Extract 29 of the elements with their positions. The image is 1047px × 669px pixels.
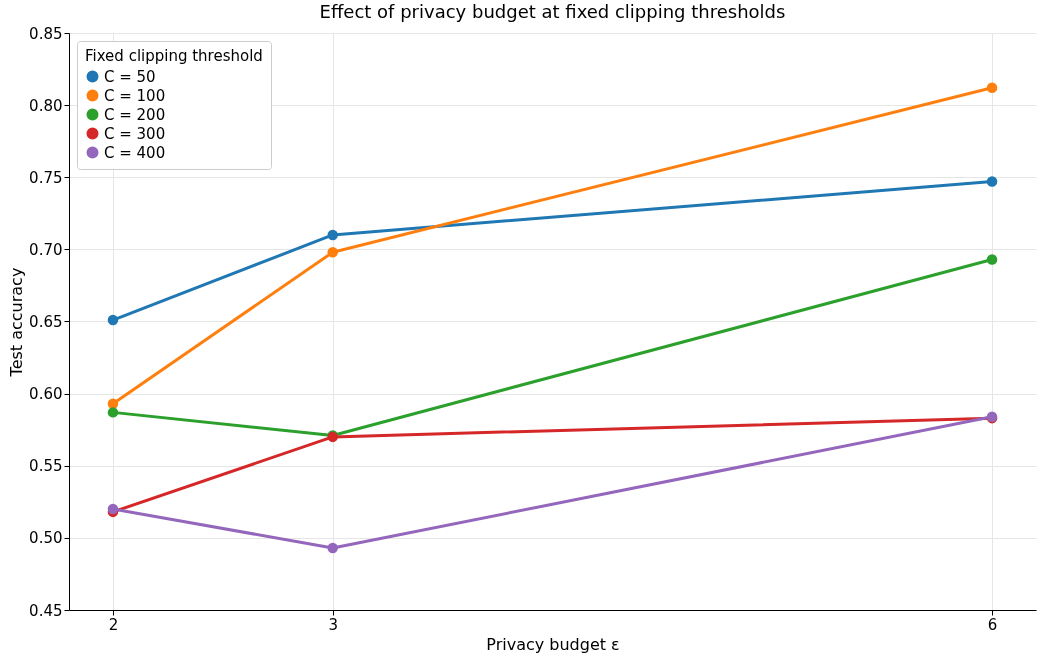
x-tick-label: 2: [108, 615, 119, 634]
y-tick-label: 0.65: [29, 313, 63, 331]
y-tick-label: 0.70: [29, 240, 63, 259]
y-tick-label: 0.45: [29, 601, 63, 620]
point: [986, 176, 998, 187]
legend-label: C = 100: [104, 86, 166, 105]
legend-label: C = 200: [104, 105, 166, 124]
x-tick-label: 3: [328, 615, 338, 634]
point: [107, 314, 119, 326]
legend-label: C = 400: [104, 143, 166, 162]
point: [986, 254, 998, 265]
legend-label: C = 300: [104, 124, 166, 143]
point: [327, 229, 338, 241]
point: [107, 407, 119, 418]
x-tick-label: 6: [987, 615, 998, 634]
legend-title: Fixed clipping threshold: [85, 47, 263, 65]
point: [327, 542, 338, 554]
y-tick-label: 0.85: [29, 24, 63, 43]
x-axis-title: Privacy budget ε: [486, 634, 620, 654]
y-tick-label: 0.60: [29, 385, 63, 404]
y-axis-title: Test accuracy: [7, 267, 27, 378]
y-tick-label: 0.50: [29, 529, 63, 548]
y-tick-label: 0.80: [29, 96, 63, 115]
point: [986, 82, 998, 94]
y-tick-label: 0.75: [29, 168, 63, 187]
y-tick-label: 0.55: [29, 457, 63, 476]
legend-label: C = 50: [104, 67, 156, 86]
point: [327, 247, 338, 258]
chart-title: Effect of privacy budget at fixed clipping thresholds: [319, 1, 786, 22]
